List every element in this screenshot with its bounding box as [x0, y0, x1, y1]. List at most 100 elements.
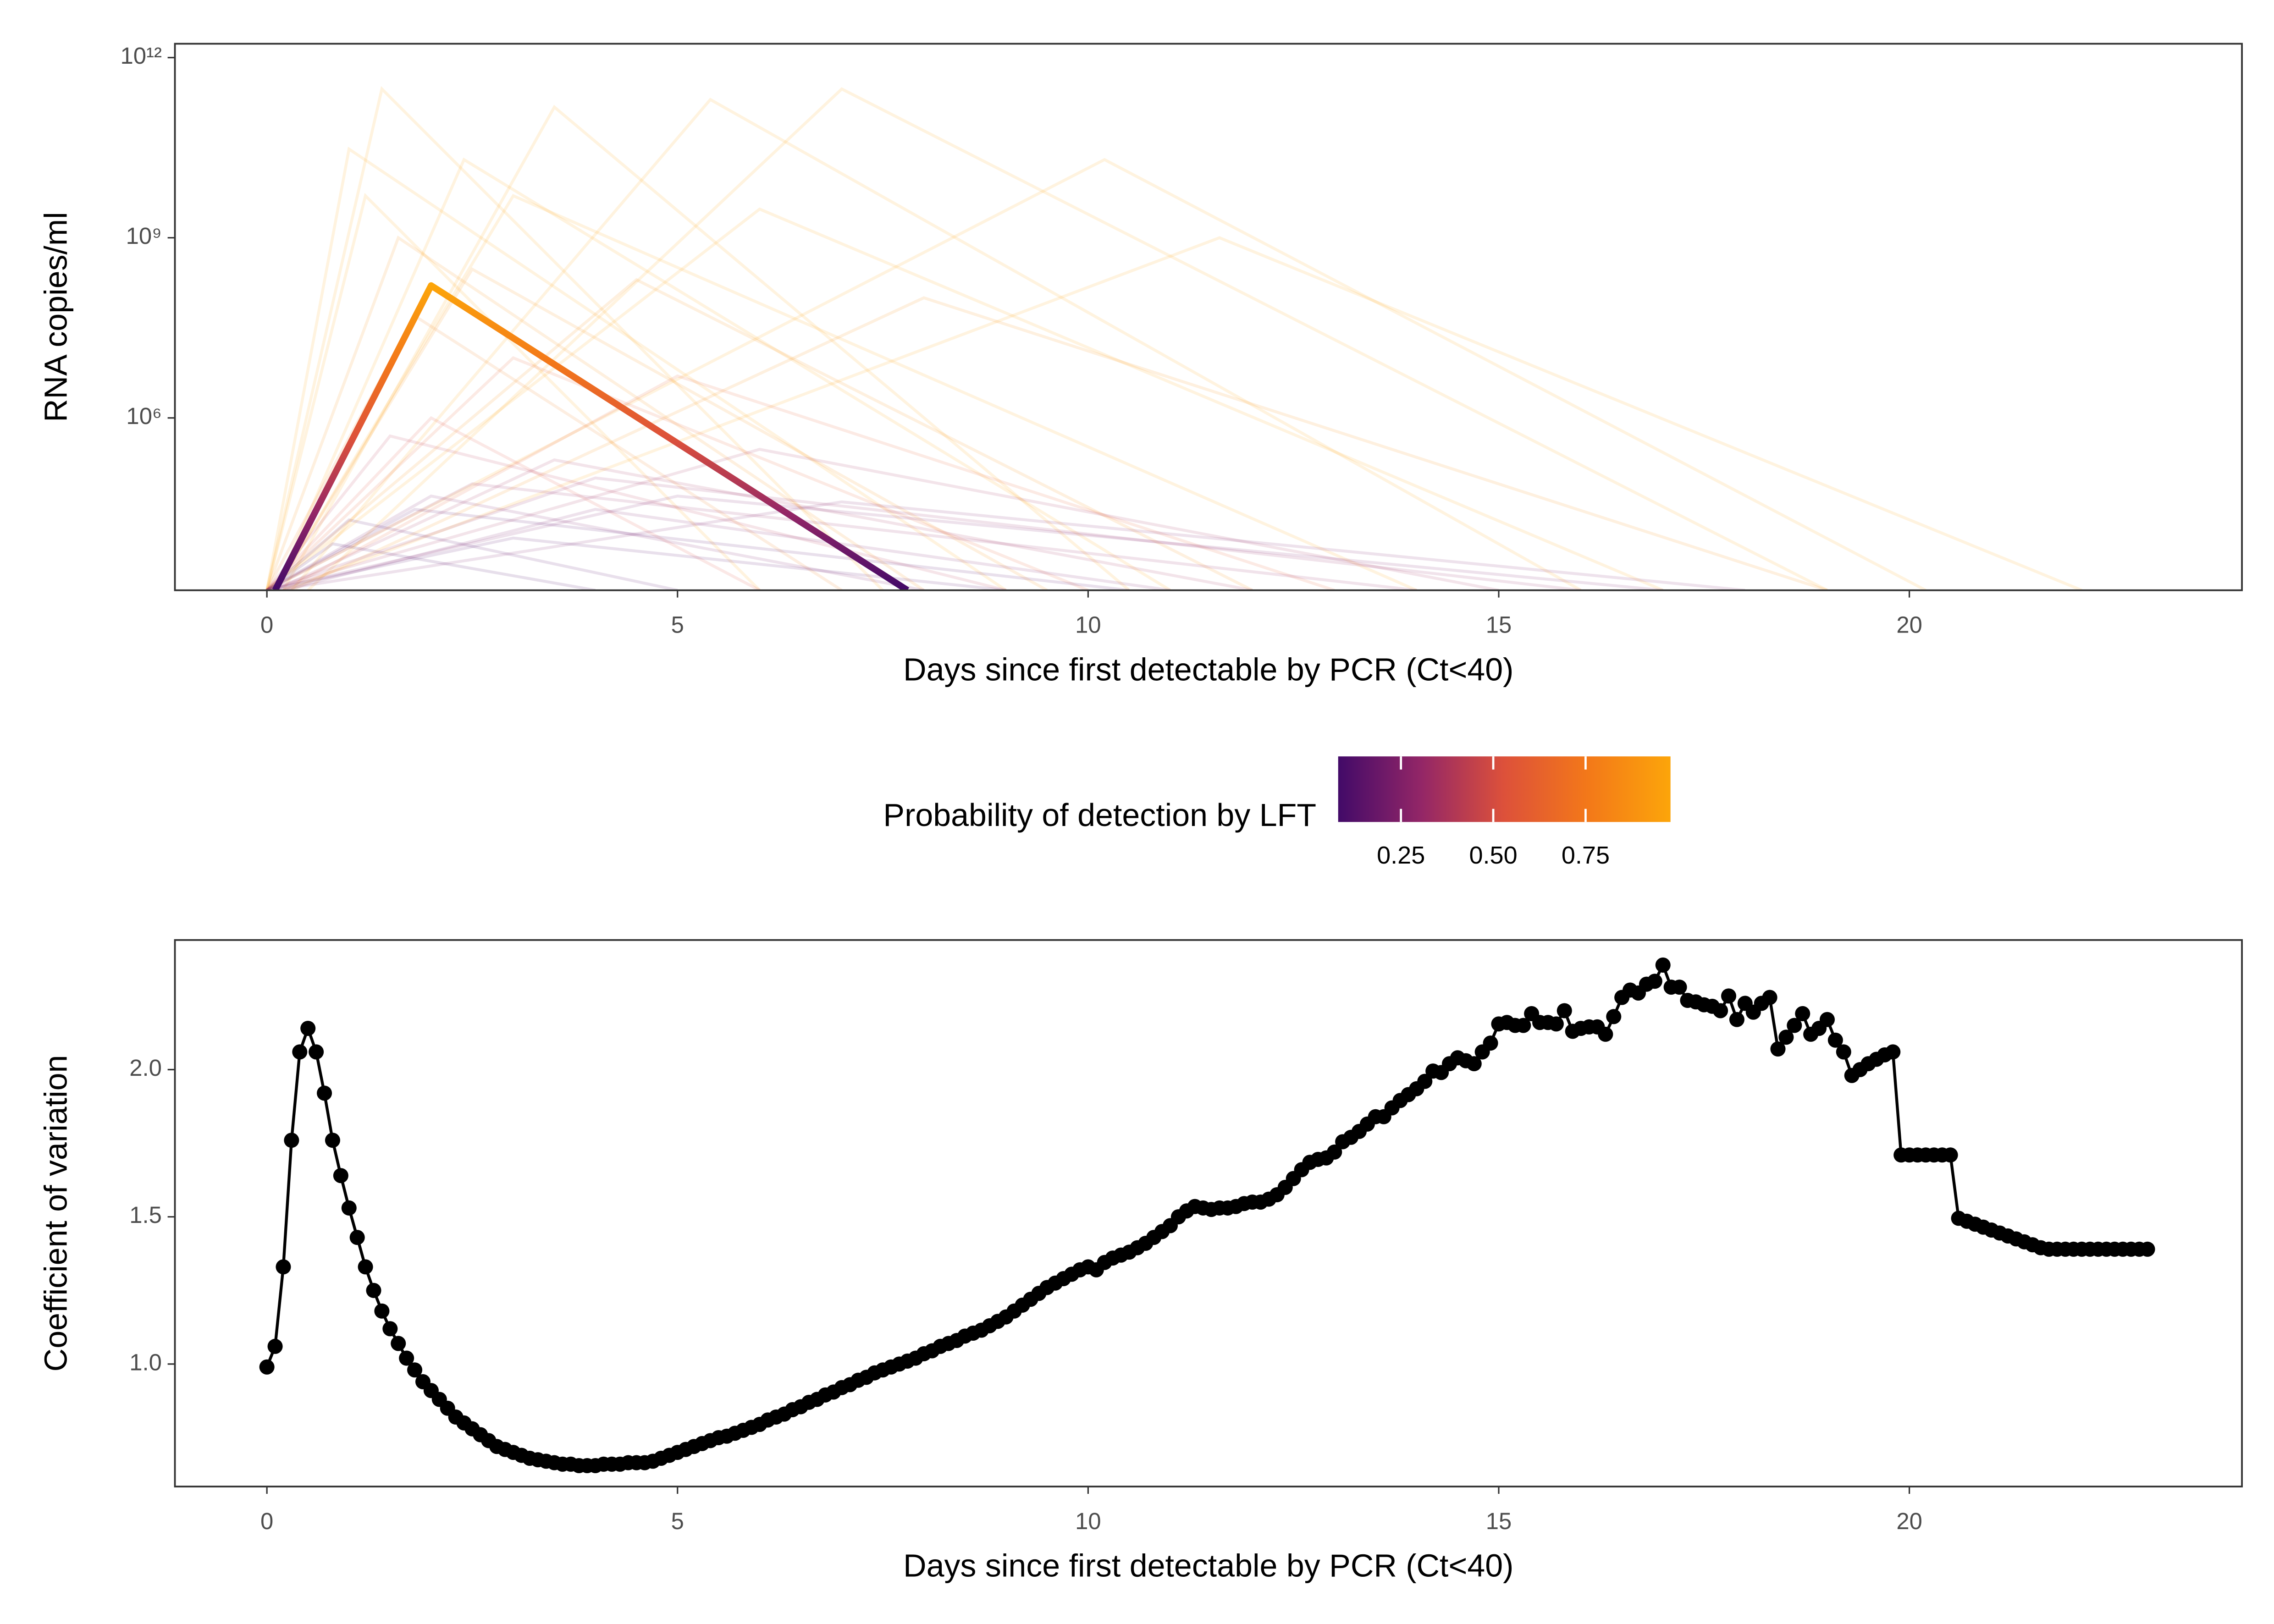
y-axis-title: Coefficient of variation	[38, 1055, 74, 1372]
cv-point	[1787, 1018, 1802, 1033]
trajectory	[266, 207, 1664, 590]
trajectory	[266, 278, 1253, 590]
cv-point	[284, 1133, 299, 1148]
highlight-trajectory	[272, 282, 910, 590]
y-tick-label: 2.0	[129, 1055, 162, 1081]
cv-point	[391, 1336, 406, 1351]
panel-border	[174, 43, 2243, 591]
y-axis-title: RNA copies/ml	[38, 212, 74, 422]
cv-point	[309, 1044, 324, 1060]
cv-point	[1943, 1147, 1958, 1163]
trajectory	[266, 494, 924, 590]
colorbar-tick-label: 0.75	[1562, 842, 1610, 869]
cv-point	[1548, 1016, 1564, 1032]
cv-point	[358, 1259, 373, 1275]
trajectory	[266, 447, 1499, 590]
x-tick-label: 5	[671, 612, 684, 638]
x-tick-label: 10	[1075, 612, 1101, 638]
y-tick-label: 1.0	[129, 1349, 162, 1375]
trajectory	[266, 536, 1006, 590]
y-tick-label: 10¹²	[120, 43, 161, 69]
trajectory	[266, 476, 1581, 590]
plot-area	[259, 957, 2155, 1474]
cv-point	[333, 1168, 348, 1184]
cv-point	[1483, 1035, 1498, 1051]
colorbar-tick-label: 0.25	[1377, 842, 1425, 869]
x-axis-title: Days since first detectable by PCR (Ct<4…	[903, 651, 1513, 687]
trajectory	[282, 236, 2082, 590]
cv-point	[1655, 957, 1671, 973]
cv-point	[1795, 1006, 1810, 1021]
cv-point	[276, 1259, 291, 1275]
cv-point	[1827, 1032, 1843, 1048]
x-tick-label: 15	[1486, 612, 1512, 638]
cv-point	[366, 1283, 381, 1298]
cv-point	[1672, 980, 1687, 995]
cv-point	[1606, 1009, 1622, 1024]
trajectory	[291, 296, 1828, 590]
cv-point	[1885, 1044, 1901, 1060]
trajectory	[265, 193, 761, 590]
trajectory	[266, 482, 1417, 590]
trajectory	[266, 495, 1663, 590]
trajectory	[307, 87, 1828, 590]
cv-point	[1713, 1003, 1728, 1018]
y-tick-label: 10⁶	[126, 403, 162, 429]
trajectory	[282, 105, 1130, 590]
cv-point	[399, 1350, 414, 1366]
cv-point	[292, 1044, 308, 1060]
cv-point	[1770, 1041, 1786, 1057]
colorbar-tick-label: 0.50	[1469, 842, 1517, 869]
cv-point	[1417, 1073, 1433, 1089]
cv-point	[1598, 1026, 1613, 1042]
trajectory	[283, 508, 1170, 590]
cv-point	[341, 1200, 357, 1216]
cv-point	[259, 1359, 275, 1375]
plot-area	[265, 86, 2082, 590]
cv-point	[1721, 988, 1737, 1004]
trajectory	[265, 434, 1007, 590]
x-tick-label: 15	[1486, 1508, 1512, 1534]
cv-point	[349, 1230, 365, 1245]
y-tick-label: 10⁹	[126, 223, 162, 249]
trajectory	[265, 235, 925, 590]
cv-point	[1729, 1012, 1744, 1027]
trajectory	[266, 518, 678, 590]
x-tick-label: 20	[1896, 1508, 1922, 1534]
x-tick-label: 10	[1075, 1508, 1101, 1534]
x-tick-label: 20	[1896, 612, 1922, 638]
y-tick-label: 1.5	[129, 1202, 162, 1228]
trajectory	[275, 500, 1745, 590]
cv-point	[2140, 1241, 2155, 1257]
cv-point	[300, 1021, 316, 1036]
trajectory	[274, 458, 1253, 590]
trajectory	[266, 158, 1926, 590]
cv-point	[1778, 1029, 1794, 1045]
x-tick-label: 5	[671, 1508, 684, 1534]
cv-point	[1516, 1018, 1531, 1033]
cv-point	[382, 1321, 398, 1337]
cv-point	[1327, 1144, 1342, 1160]
cv-point	[1556, 1003, 1572, 1018]
legend-title: Probability of detection by LFT	[883, 797, 1316, 833]
trajectory	[274, 194, 1418, 590]
trajectory	[266, 508, 1130, 590]
trajectory	[265, 146, 1007, 590]
x-tick-label: 0	[260, 1508, 273, 1534]
cv-point	[325, 1133, 340, 1148]
trajectory	[290, 98, 1582, 590]
trajectory	[265, 416, 761, 590]
trajectory	[282, 374, 1335, 590]
x-axis-title: Days since first detectable by PCR (Ct<4…	[903, 1548, 1513, 1584]
cv-point	[1819, 1012, 1835, 1027]
panel-border	[174, 939, 2243, 1488]
cv-point	[374, 1303, 390, 1319]
trajectory	[274, 267, 1048, 590]
trajectory	[266, 542, 596, 590]
cv-point	[317, 1085, 332, 1101]
cv-point	[1647, 974, 1662, 989]
trajectory	[265, 86, 884, 590]
cv-point	[407, 1362, 423, 1378]
